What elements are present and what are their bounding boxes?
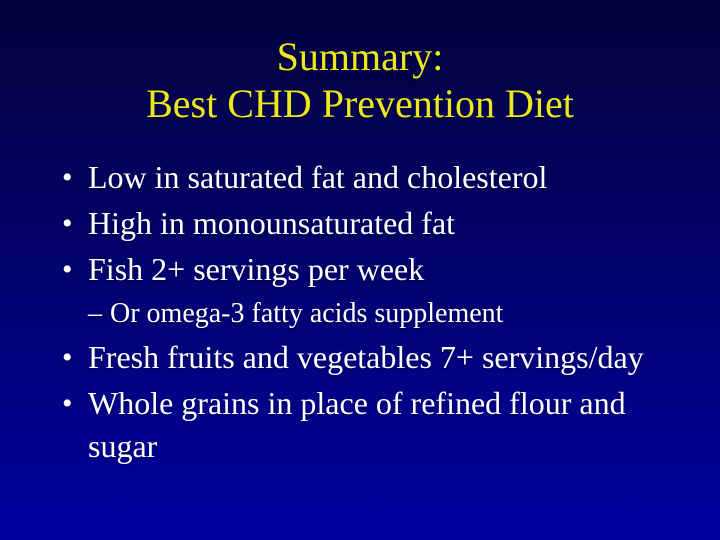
bullet-item: • High in monounsaturated fat [62,202,666,245]
bullet-dot-marker: • [62,207,73,240]
bullet-dot-marker: • [62,161,73,194]
bullet-text: Low in saturated fat and cholesterol [88,159,548,195]
bullet-item: • Low in saturated fat and cholesterol [62,156,666,199]
bullet-text: Fresh fruits and vegetables 7+ servings/… [88,339,644,375]
bullet-item: • Fresh fruits and vegetables 7+ servings… [62,336,666,379]
bullet-item: • Whole grains in place of refined flour … [62,382,666,468]
bullet-text: Or omega-3 fatty acids supplement [110,298,504,329]
slide-title-line-2: Best CHD Prevention Diet [146,81,574,126]
bullet-list: • Low in saturated fat and cholesterol • Hi… [62,156,666,468]
slide-title: Summary: Best CHD Prevention Diet [0,0,720,127]
bullet-text: High in monounsaturated fat [88,205,456,241]
bullet-text: Fish 2+ servings per week [88,251,425,287]
bullet-dot-marker: • [62,387,73,420]
bullet-dot-marker: • [62,341,73,374]
bullet-dot-marker: • [62,253,73,286]
dash-marker: – [88,298,102,329]
slide-title-line-1: Summary: [276,34,444,79]
sub-bullet-item: – Or omega-3 fatty acids supplement [88,294,666,334]
bullet-item: • Fish 2+ servings per week [62,248,666,291]
bullet-text: Whole grains in place of refined flour a… [88,385,626,464]
